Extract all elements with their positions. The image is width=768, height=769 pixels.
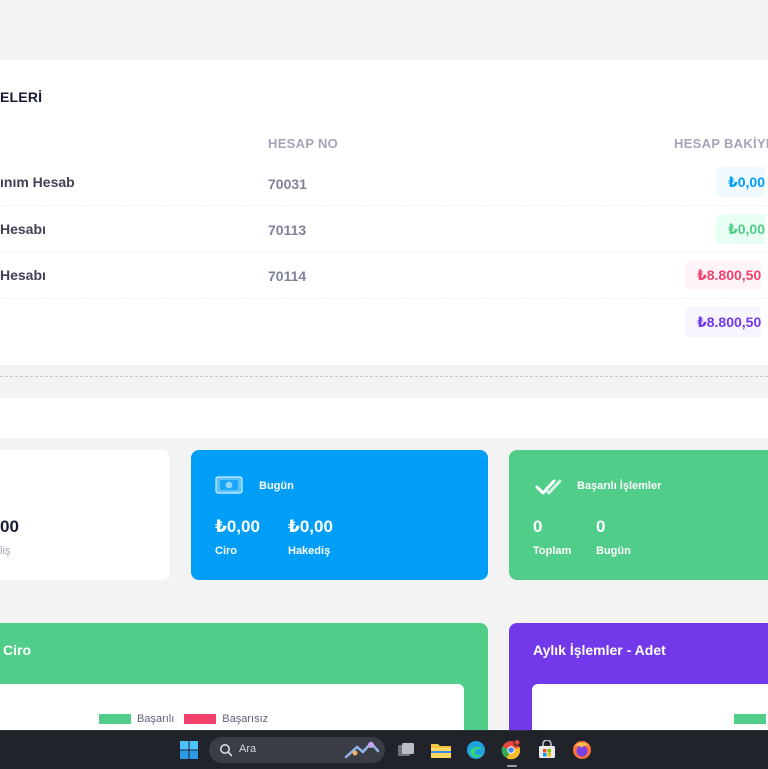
header-balance: HESAP BAKİYE bbox=[674, 136, 768, 151]
chrome-icon[interactable] bbox=[498, 737, 524, 763]
account-no: 70031 bbox=[268, 176, 307, 192]
double-check-icon bbox=[535, 477, 563, 502]
section-divider bbox=[0, 376, 768, 377]
search-highlight-icon bbox=[343, 739, 381, 764]
chart-legend[interactable]: Başarılı Başarısız bbox=[99, 713, 268, 725]
edge-icon[interactable] bbox=[463, 737, 489, 763]
row-divider bbox=[0, 205, 768, 206]
windows-start-icon[interactable] bbox=[176, 737, 202, 763]
total-balance-badge: ₺8.800,50 bbox=[685, 307, 762, 337]
taskbar: Ara bbox=[0, 730, 768, 769]
today-label: Bugün bbox=[596, 545, 631, 557]
account-name[interactable]: Hesabı bbox=[0, 221, 46, 237]
total-label: Toplam bbox=[533, 545, 572, 557]
accounts-card bbox=[0, 60, 768, 365]
stat-card-partial: 00 liş bbox=[0, 450, 170, 580]
file-explorer-icon[interactable] bbox=[428, 737, 454, 763]
account-name[interactable]: ınım Hesab bbox=[0, 174, 75, 190]
account-no: 70113 bbox=[268, 222, 307, 238]
stat-title: Başarılı İşlemler bbox=[577, 480, 662, 492]
legend-swatch-failed bbox=[184, 714, 217, 724]
account-no: 70114 bbox=[268, 268, 307, 284]
stat-value: 00 bbox=[0, 517, 19, 536]
accounts-title: ELERİ bbox=[0, 89, 43, 105]
stat-card-success: Başarılı İşlemler 0 Toplam 0 Bugün bbox=[509, 450, 768, 580]
total-value: 0 bbox=[533, 517, 543, 536]
row-divider bbox=[0, 298, 768, 299]
earning-value: ₺0,00 bbox=[288, 517, 333, 536]
balance-badge: ₺0,00 bbox=[716, 214, 765, 244]
search-icon bbox=[219, 743, 233, 760]
active-indicator bbox=[507, 765, 517, 767]
today-value: 0 bbox=[596, 517, 606, 536]
balance-badge: ₺8.800,50 bbox=[685, 260, 762, 290]
firefox-icon[interactable] bbox=[569, 737, 595, 763]
revenue-value: ₺0,00 bbox=[215, 517, 260, 536]
chart-title: Ciro bbox=[3, 642, 31, 658]
section-band bbox=[0, 398, 768, 438]
search-placeholder: Ara bbox=[239, 743, 257, 755]
stat-label: liş bbox=[0, 545, 11, 557]
account-name[interactable]: Hesabı bbox=[0, 267, 46, 283]
earning-label: Hakediş bbox=[288, 545, 331, 557]
legend-swatch-success bbox=[99, 714, 131, 724]
task-view-icon[interactable] bbox=[393, 737, 419, 763]
stat-title: Bugün bbox=[259, 480, 294, 492]
row-divider bbox=[0, 252, 768, 253]
header-account-no: HESAP NO bbox=[268, 136, 339, 151]
store-icon[interactable] bbox=[534, 737, 560, 763]
stat-card-today: Bugün ₺0,00 Ciro ₺0,00 Hakediş bbox=[191, 450, 488, 580]
chart-title: Aylık İşlemler - Adet bbox=[533, 642, 666, 658]
legend-swatch bbox=[734, 714, 766, 724]
legend-label: Başarısız bbox=[222, 713, 269, 725]
balance-badge: ₺0,00 bbox=[716, 167, 765, 197]
money-icon bbox=[215, 474, 243, 501]
legend-label: Başarılı bbox=[137, 713, 175, 725]
taskbar-search[interactable]: Ara bbox=[209, 737, 385, 763]
revenue-label: Ciro bbox=[215, 545, 237, 557]
